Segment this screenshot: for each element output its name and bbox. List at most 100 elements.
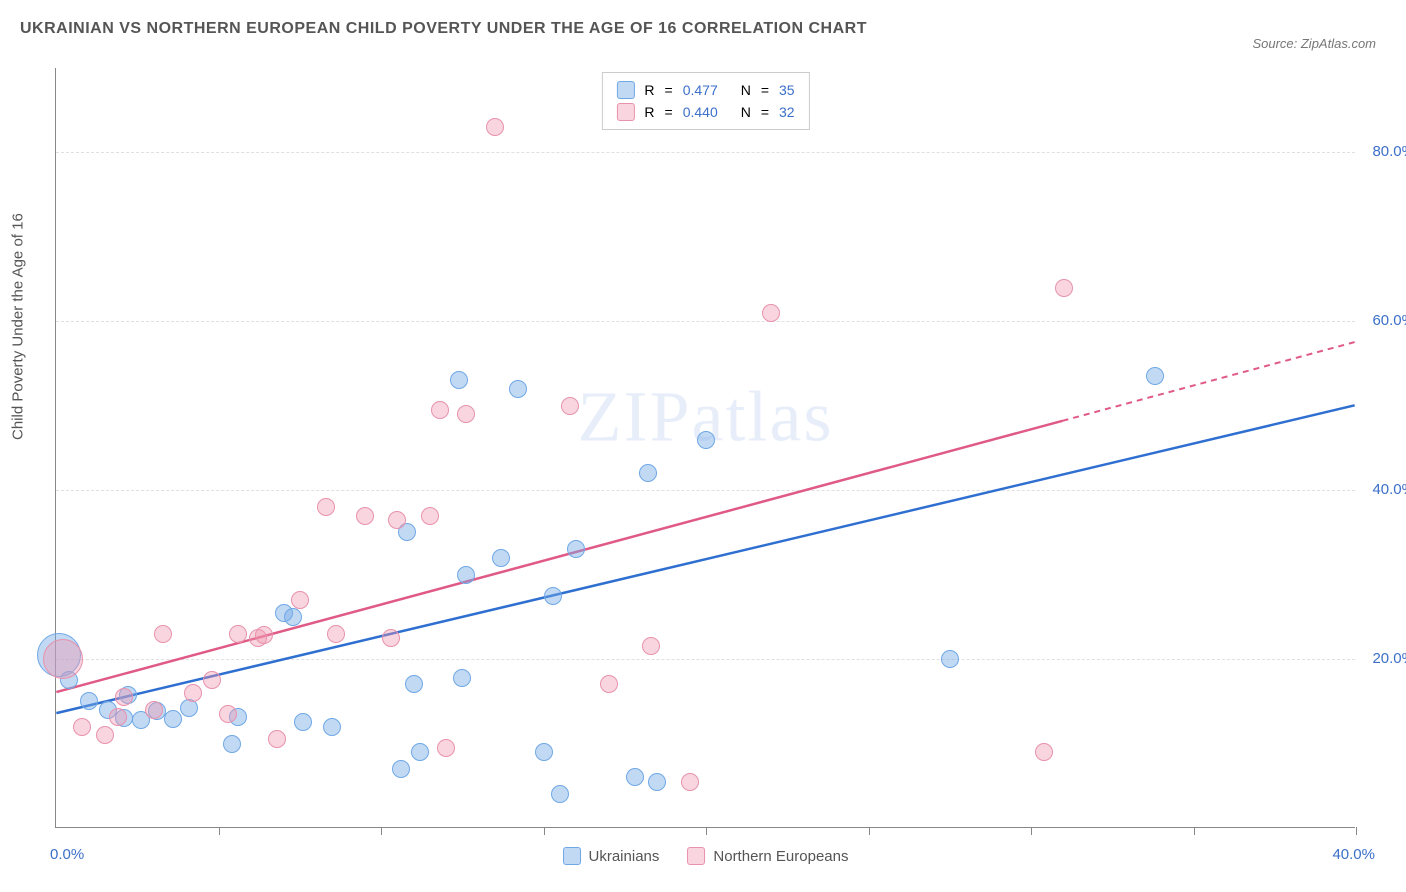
data-point-northern_europeans: [145, 701, 163, 719]
data-point-ukrainians: [457, 566, 475, 584]
data-point-northern_europeans: [291, 591, 309, 609]
data-point-northern_europeans: [356, 507, 374, 525]
data-point-northern_europeans: [1055, 279, 1073, 297]
legend-r-value-ukr: 0.477: [683, 82, 731, 98]
data-point-ukrainians: [509, 380, 527, 398]
y-tick-label: 20.0%: [1372, 650, 1406, 667]
data-point-northern_europeans: [1035, 743, 1053, 761]
legend-item-ukrainians: Ukrainians: [563, 847, 660, 865]
data-point-northern_europeans: [327, 625, 345, 643]
data-point-northern_europeans: [457, 405, 475, 423]
legend-n-value-ne: 32: [779, 104, 795, 120]
x-tick: [544, 827, 545, 835]
legend-eq3: =: [665, 104, 673, 120]
data-point-ukrainians: [411, 743, 429, 761]
data-point-ukrainians: [941, 650, 959, 668]
legend-n-value-ukr: 35: [779, 82, 795, 98]
data-point-northern_europeans: [43, 639, 83, 679]
data-point-ukrainians: [453, 669, 471, 687]
data-point-northern_europeans: [681, 773, 699, 791]
data-point-ukrainians: [180, 699, 198, 717]
legend-n-label: N: [741, 82, 751, 98]
x-tick: [1031, 827, 1032, 835]
data-point-northern_europeans: [115, 688, 133, 706]
x-tick: [219, 827, 220, 835]
source-attribution: Source: ZipAtlas.com: [1252, 36, 1376, 51]
legend-row-northern: R = 0.440 N = 32: [616, 101, 794, 123]
data-point-northern_europeans: [600, 675, 618, 693]
data-point-northern_europeans: [437, 739, 455, 757]
legend-r-value-ne: 0.440: [683, 104, 731, 120]
data-point-ukrainians: [697, 431, 715, 449]
data-point-ukrainians: [164, 710, 182, 728]
data-point-ukrainians: [392, 760, 410, 778]
y-tick-label: 80.0%: [1372, 143, 1406, 160]
regression-line-northern_europeans: [56, 421, 1062, 692]
y-tick-label: 40.0%: [1372, 481, 1406, 498]
legend-correlation: R = 0.477 N = 35 R = 0.440 N = 32: [601, 72, 809, 130]
data-point-northern_europeans: [184, 684, 202, 702]
data-point-ukrainians: [1146, 367, 1164, 385]
data-point-ukrainians: [450, 371, 468, 389]
data-point-northern_europeans: [382, 629, 400, 647]
plot-area: ZIPatlas R = 0.477 N = 35 R = 0.440 N = …: [55, 68, 1355, 828]
swatch-ukrainians-b: [563, 847, 581, 865]
swatch-northern-b: [687, 847, 705, 865]
x-tick: [1194, 827, 1195, 835]
data-point-northern_europeans: [73, 718, 91, 736]
data-point-northern_europeans: [421, 507, 439, 525]
legend-eq2: =: [761, 82, 769, 98]
data-point-northern_europeans: [486, 118, 504, 136]
data-point-northern_europeans: [255, 626, 273, 644]
x-tick: [1356, 827, 1357, 835]
legend-r-label: R: [644, 82, 654, 98]
data-point-northern_europeans: [762, 304, 780, 322]
x-tick: [706, 827, 707, 835]
data-point-ukrainians: [223, 735, 241, 753]
data-point-northern_europeans: [642, 637, 660, 655]
data-point-ukrainians: [284, 608, 302, 626]
legend-eq4: =: [761, 104, 769, 120]
data-point-ukrainians: [639, 464, 657, 482]
legend-row-ukrainians: R = 0.477 N = 35: [616, 79, 794, 101]
data-point-northern_europeans: [109, 708, 127, 726]
data-point-ukrainians: [648, 773, 666, 791]
legend-item-northern: Northern Europeans: [687, 847, 848, 865]
legend-n-label2: N: [741, 104, 751, 120]
data-point-ukrainians: [567, 540, 585, 558]
data-point-northern_europeans: [561, 397, 579, 415]
y-tick-label: 60.0%: [1372, 312, 1406, 329]
data-point-northern_europeans: [388, 511, 406, 529]
regression-line-ukrainians: [56, 405, 1354, 713]
data-point-northern_europeans: [229, 625, 247, 643]
chart-title: UKRAINIAN VS NORTHERN EUROPEAN CHILD POV…: [20, 20, 867, 38]
x-tick: [381, 827, 382, 835]
data-point-ukrainians: [80, 692, 98, 710]
data-point-northern_europeans: [96, 726, 114, 744]
data-point-northern_europeans: [154, 625, 172, 643]
data-point-northern_europeans: [219, 705, 237, 723]
data-point-northern_europeans: [317, 498, 335, 516]
legend-series: Ukrainians Northern Europeans: [563, 847, 849, 865]
data-point-ukrainians: [626, 768, 644, 786]
x-tick: [869, 827, 870, 835]
legend-label-ne: Northern Europeans: [713, 848, 848, 865]
x-tick-label-right: 40.0%: [1332, 846, 1375, 863]
data-point-ukrainians: [492, 549, 510, 567]
data-point-ukrainians: [535, 743, 553, 761]
data-point-ukrainians: [544, 587, 562, 605]
data-point-northern_europeans: [203, 671, 221, 689]
swatch-northern: [616, 103, 634, 121]
data-point-ukrainians: [551, 785, 569, 803]
data-point-ukrainians: [405, 675, 423, 693]
data-point-northern_europeans: [268, 730, 286, 748]
x-tick-label-left: 0.0%: [50, 846, 84, 863]
legend-r-label2: R: [644, 104, 654, 120]
legend-eq: =: [665, 82, 673, 98]
chart-container: UKRAINIAN VS NORTHERN EUROPEAN CHILD POV…: [0, 0, 1406, 892]
data-point-ukrainians: [294, 713, 312, 731]
regression-line-dash-northern_europeans: [1063, 342, 1355, 421]
data-point-northern_europeans: [431, 401, 449, 419]
legend-label-ukr: Ukrainians: [589, 848, 660, 865]
data-point-ukrainians: [323, 718, 341, 736]
